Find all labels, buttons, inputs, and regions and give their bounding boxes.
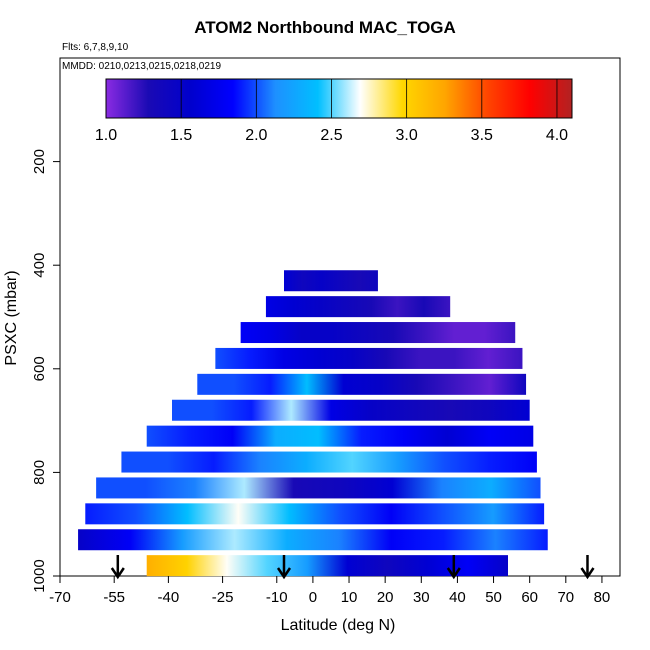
heatmap-band [85,503,545,525]
x-tick-label: -55 [103,589,125,606]
x-tick-label: 20 [377,589,394,606]
y-tick-label: 800 [31,460,48,485]
heatmap-band [146,425,534,447]
profile-arrow-head [580,567,595,580]
x-tick-label: 30 [413,589,430,606]
x-tick-label: 60 [521,589,538,606]
x-tick-label: 70 [557,589,574,606]
profile-arrow-head [276,567,292,580]
x-tick-label: -10 [266,589,288,606]
colorbar-tick-label: 3.0 [396,127,418,144]
colorbar-tick-label: 1.5 [170,127,192,144]
heatmap-band [215,347,523,369]
colorbar-tick-label: 4.0 [546,127,568,144]
y-tick-label: 200 [31,149,48,174]
x-tick-label: -70 [49,589,71,606]
profile-arrow-head [110,567,125,580]
colorbar-tick-label: 3.5 [471,127,493,144]
heatmap-band [284,270,378,292]
heatmap-band [240,322,516,344]
heatmap-band [78,529,548,551]
y-tick-label: 400 [31,253,48,278]
profile-arrow-head [446,567,461,580]
heatmap-band [197,373,527,395]
flights-note: Flts: 6,7,8,9,10 [62,42,129,53]
y-tick-label: 1000 [31,559,48,592]
x-axis-title: Latitude (deg N) [281,617,396,634]
heatmap-band [96,477,541,499]
y-tick-label: 600 [31,356,48,381]
x-tick-label: 0 [309,589,317,606]
heatmap-band [121,451,537,473]
x-tick-label: 10 [341,589,358,606]
heatmap-band [265,296,451,318]
chart-title: ATOM2 Northbound MAC_TOGA [194,18,456,37]
y-axis-title: PSXC (mbar) [3,270,20,365]
x-tick-label: 50 [485,589,502,606]
dates-note: MMDD: 0210,0213,0215,0218,0219 [62,61,222,72]
x-tick-label: -25 [212,589,234,606]
x-tick-label: 40 [449,589,466,606]
x-tick-label: 80 [594,589,611,606]
x-tick-label: -40 [158,589,180,606]
colorbar-tick-label: 2.5 [320,127,342,144]
colorbar-tick-label: 1.0 [95,127,117,144]
heatmap-band [146,555,509,577]
colorbar-bar [105,78,573,119]
heatmap-band [172,399,530,421]
colorbar-tick-label: 2.0 [245,127,267,144]
